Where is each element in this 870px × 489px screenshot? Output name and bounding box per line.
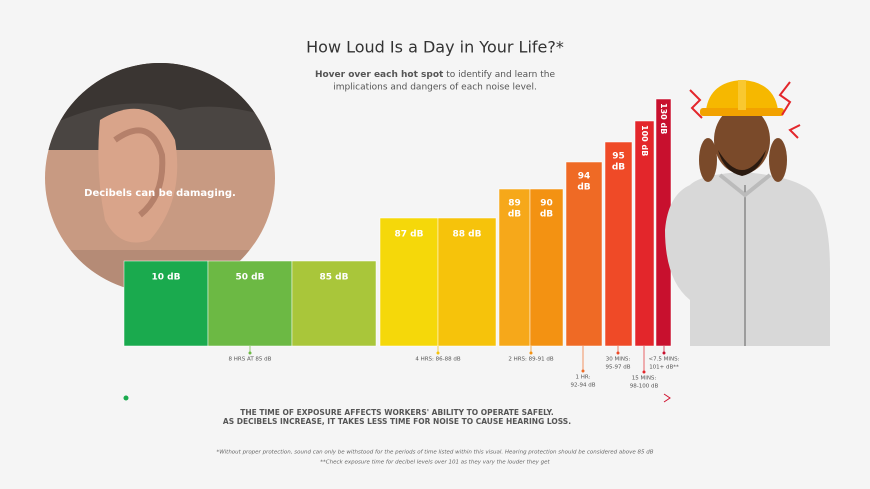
bar-label: 130 dB [659,103,668,134]
bar [634,120,655,347]
bar-label: 10 dB [152,273,181,283]
subtitle-bold: Hover over each hot spot [315,70,444,80]
exposure-note: 92-94 dB [571,383,596,389]
exposure-note: 4 HRS: 86-88 dB [415,357,461,363]
note-dot [581,369,585,373]
bar-label: 94 [578,172,591,182]
bar-label: dB [612,163,625,173]
footnote: *Without proper protection, sound can on… [216,450,653,456]
footnote: **Check exposure time for decibel levels… [320,460,550,466]
image-caption: Decibels can be damaging. [84,188,236,199]
note-dot [616,351,620,355]
subtitle: Hover over each hot spot to identify and… [315,70,555,80]
bar [123,260,209,347]
bar-label: 88 dB [453,230,482,240]
exposure-note: 98-100 dB [630,384,659,390]
timeline-start [123,395,129,401]
bar [437,217,497,347]
exposure-note: 101+ dB** [649,365,679,371]
bar [498,188,531,347]
bar [565,161,603,347]
bar [207,260,293,347]
exposure-note: 2 HRS: 89-91 dB [508,357,554,363]
bar-label: dB [508,210,521,220]
exposure-note: 95-97 dB [606,365,631,371]
note-dot [642,370,646,374]
bar-label: 89 [508,199,521,209]
timeline-arrow [663,393,671,403]
title: How Loud Is a Day in Your Life?* [306,38,564,57]
subtitle-rest: to identify and learn the [446,70,555,80]
exposure-note: <7.5 MINS: [649,357,680,363]
bar-label: 95 [612,152,625,162]
worker-illustration [665,80,830,346]
message-line: AS DECIBELS INCREASE, IT TAKES LESS TIME… [223,417,571,426]
bar-label: 50 dB [236,273,265,283]
note-dot [436,351,440,355]
note-dot [529,351,533,355]
bar-label: 85 dB [320,273,349,283]
exposure-note: 30 MINS: [606,357,631,363]
bar [529,188,564,347]
bar-label: 100 dB [640,125,649,156]
note-dot [248,351,252,355]
bar-label: dB [540,210,553,220]
exposure-note: 8 HRS AT 85 dB [229,357,272,363]
bar-label: 90 [540,199,553,209]
bar [291,260,377,347]
bar-label: 87 dB [395,230,424,240]
exposure-note: 1 HR: [576,375,591,381]
bar-label: dB [577,183,590,193]
note-dot [662,351,666,355]
message-line: THE TIME OF EXPOSURE AFFECTS WORKERS' AB… [240,408,554,417]
exposure-note: 15 MINS: [632,376,657,382]
subtitle-line: implications and dangers of each noise l… [333,83,537,93]
bar [604,141,633,347]
bar [379,217,439,347]
